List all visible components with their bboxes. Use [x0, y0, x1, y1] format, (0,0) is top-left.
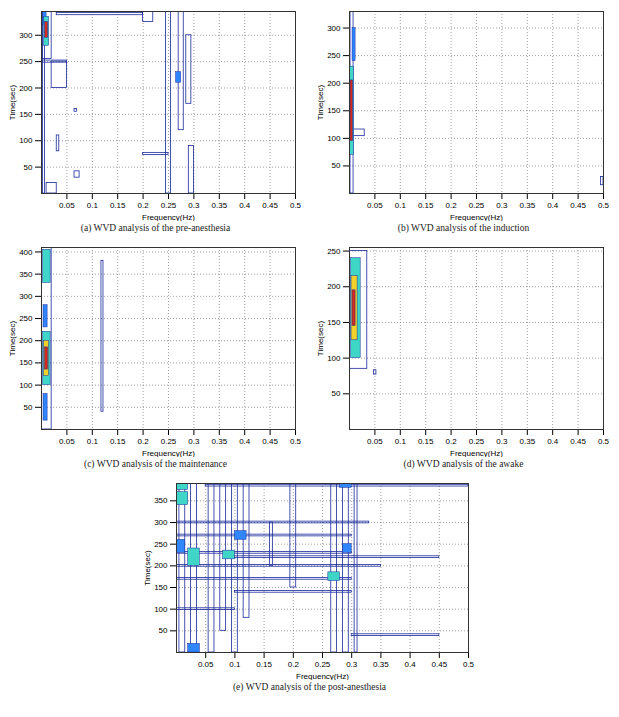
- svg-text:0.1: 0.1: [394, 201, 406, 210]
- svg-text:0.25: 0.25: [314, 660, 330, 669]
- svg-text:50: 50: [23, 163, 32, 172]
- svg-text:300: 300: [327, 24, 341, 33]
- svg-text:0.15: 0.15: [417, 437, 433, 446]
- svg-text:0.5: 0.5: [462, 660, 474, 669]
- svg-text:0.35: 0.35: [519, 201, 535, 210]
- svg-text:0.15: 0.15: [109, 437, 125, 446]
- svg-text:200: 200: [19, 336, 33, 345]
- svg-text:0.2: 0.2: [137, 437, 149, 446]
- svg-text:0.4: 0.4: [239, 201, 251, 210]
- html-text:(b) WVD analysis of the induct: (b) WVD analysis of the induction: [397, 223, 530, 233]
- svg-text:0.4: 0.4: [239, 437, 251, 446]
- svg-text:0.5: 0.5: [597, 437, 609, 446]
- svg-text:150: 150: [327, 106, 341, 115]
- svg-text:0.3: 0.3: [496, 201, 508, 210]
- svg-text:0.1: 0.1: [86, 437, 98, 446]
- svg-text:Frequency(Hz): Frequency(Hz): [142, 449, 195, 458]
- svg-text:Frequency(Hz): Frequency(Hz): [296, 672, 349, 681]
- svg-text:150: 150: [327, 318, 341, 327]
- svg-text:350: 350: [154, 496, 168, 505]
- svg-text:150: 150: [154, 583, 168, 592]
- svg-text:0.25: 0.25: [160, 437, 176, 446]
- html-text:(e) WVD analysis of the post-a: (e) WVD analysis of the post-anesthesia: [232, 682, 386, 692]
- svg-text:0.45: 0.45: [570, 201, 586, 210]
- svg-text:0.25: 0.25: [468, 437, 484, 446]
- svg-text:400: 400: [19, 247, 33, 256]
- svg-text:0.45: 0.45: [262, 437, 278, 446]
- svg-text:0.5: 0.5: [289, 201, 301, 210]
- svg-text:0.25: 0.25: [468, 201, 484, 210]
- svg-text:50: 50: [331, 389, 340, 398]
- svg-text:Time(sec): Time(sec): [8, 85, 17, 121]
- svg-text:0.2: 0.2: [445, 437, 457, 446]
- svg-text:Time(sec): Time(sec): [8, 321, 17, 357]
- svg-text:0.15: 0.15: [109, 201, 125, 210]
- svg-text:0.5: 0.5: [597, 201, 609, 210]
- svg-text:0.35: 0.35: [373, 660, 389, 669]
- svg-text:0.05: 0.05: [197, 660, 213, 669]
- svg-text:250: 250: [327, 51, 341, 60]
- svg-text:0.05: 0.05: [59, 201, 75, 210]
- svg-text:300: 300: [19, 292, 33, 301]
- svg-text:0.05: 0.05: [367, 201, 383, 210]
- svg-text:0.1: 0.1: [86, 201, 98, 210]
- svg-text:0.05: 0.05: [59, 437, 75, 446]
- svg-text:0.35: 0.35: [519, 437, 535, 446]
- svg-text:350: 350: [19, 270, 33, 279]
- html-text:(d) WVD analysis of the awake: (d) WVD analysis of the awake: [403, 459, 524, 469]
- svg-text:200: 200: [154, 561, 168, 570]
- svg-text:300: 300: [154, 518, 168, 527]
- svg-text:200: 200: [327, 282, 341, 291]
- svg-text:Frequency(Hz): Frequency(Hz): [142, 213, 195, 222]
- svg-text:50: 50: [331, 161, 340, 170]
- svg-text:Time(sec): Time(sec): [316, 85, 325, 121]
- svg-text:0.05: 0.05: [367, 437, 383, 446]
- svg-text:0.15: 0.15: [417, 201, 433, 210]
- svg-text:Time(sec): Time(sec): [143, 550, 152, 586]
- svg-text:Time(sec): Time(sec): [316, 321, 325, 357]
- svg-text:0.3: 0.3: [188, 437, 200, 446]
- svg-text:0.45: 0.45: [431, 660, 447, 669]
- svg-text:300: 300: [19, 31, 33, 40]
- svg-text:0.5: 0.5: [289, 437, 301, 446]
- svg-text:0.25: 0.25: [160, 201, 176, 210]
- svg-text:0.2: 0.2: [287, 660, 299, 669]
- svg-text:50: 50: [158, 626, 167, 635]
- svg-text:0.4: 0.4: [404, 660, 416, 669]
- svg-text:0.15: 0.15: [256, 660, 272, 669]
- html-text:(c) WVD analysis of the mainte: (c) WVD analysis of the maintenance: [84, 459, 227, 469]
- svg-text:250: 250: [327, 247, 341, 256]
- svg-text:250: 250: [19, 314, 33, 323]
- svg-text:0.35: 0.35: [211, 437, 227, 446]
- svg-text:100: 100: [327, 134, 341, 143]
- svg-text:0.1: 0.1: [229, 660, 241, 669]
- svg-text:0.1: 0.1: [394, 437, 406, 446]
- svg-text:0.45: 0.45: [570, 437, 586, 446]
- svg-text:100: 100: [327, 354, 341, 363]
- svg-text:200: 200: [19, 84, 33, 93]
- svg-text:0.3: 0.3: [346, 660, 358, 669]
- svg-text:200: 200: [327, 79, 341, 88]
- svg-text:250: 250: [154, 540, 168, 549]
- svg-text:0.2: 0.2: [137, 201, 149, 210]
- svg-text:Frequency(Hz): Frequency(Hz): [450, 213, 503, 222]
- svg-text:0.2: 0.2: [445, 201, 457, 210]
- svg-text:100: 100: [19, 381, 33, 390]
- svg-text:150: 150: [19, 110, 33, 119]
- svg-text:100: 100: [19, 136, 33, 145]
- svg-text:250: 250: [19, 57, 33, 66]
- html-text:(a) WVD analysis of the pre-an: (a) WVD analysis of the pre-anesthesia: [80, 223, 231, 233]
- svg-text:150: 150: [19, 358, 33, 367]
- svg-text:0.3: 0.3: [496, 437, 508, 446]
- svg-text:0.45: 0.45: [262, 201, 278, 210]
- svg-text:0.35: 0.35: [211, 201, 227, 210]
- svg-text:0.4: 0.4: [547, 201, 559, 210]
- svg-text:0.4: 0.4: [547, 437, 559, 446]
- svg-text:50: 50: [23, 403, 32, 412]
- svg-text:0.3: 0.3: [188, 201, 200, 210]
- svg-text:Frequency(Hz): Frequency(Hz): [450, 449, 503, 458]
- svg-text:100: 100: [154, 605, 168, 614]
